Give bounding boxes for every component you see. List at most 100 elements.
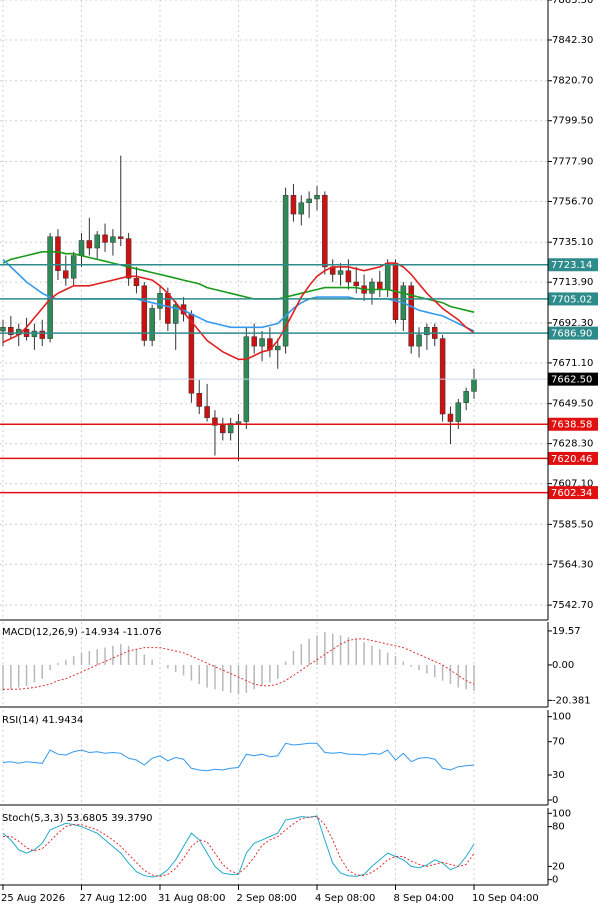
candle-body — [306, 198, 312, 204]
level-label: 7638.58 — [551, 420, 592, 431]
y-tick-label: 7585.50 — [552, 519, 593, 530]
x-tick-label: 10 Sep 04:00 — [472, 893, 539, 904]
y-tick-label: 0 — [552, 795, 558, 806]
y-tick-label: 7735.10 — [552, 237, 593, 248]
candle-body — [78, 240, 85, 256]
candle-body — [314, 194, 320, 200]
candle-body — [133, 277, 140, 287]
candle-body — [157, 293, 163, 309]
indicator-line — [2, 815, 475, 878]
level-label: 7602.34 — [551, 488, 592, 499]
y-tick-label: 19.57 — [552, 626, 581, 637]
candle-body — [212, 417, 218, 426]
candle-body — [384, 262, 391, 290]
panel-title: RSI(14) 41.9434 — [2, 715, 83, 726]
candle-body — [282, 194, 289, 347]
indicator-line — [3, 638, 475, 690]
candle-body — [424, 327, 430, 336]
candle-body — [471, 378, 477, 392]
candle-body — [345, 270, 352, 283]
candle-body — [94, 234, 100, 249]
candle-body — [31, 330, 38, 337]
x-tick-label: 27 Aug 12:00 — [80, 893, 147, 904]
indicator-line — [3, 816, 475, 877]
candle-body — [165, 293, 171, 324]
candle-body — [70, 255, 77, 279]
y-tick-label: 0.00 — [552, 660, 574, 671]
candle-body — [63, 270, 69, 279]
candle-body — [110, 236, 116, 243]
level-label: 7705.02 — [551, 294, 592, 305]
y-tick-label: 7777.90 — [552, 156, 593, 167]
candle-body — [0, 327, 6, 332]
panel-title: Stoch(5,3,3) 53.6805 39.3790 — [2, 813, 153, 824]
panel-title: MACD(12,26,9) -14.934 -11.076 — [2, 627, 162, 638]
candle-body — [337, 270, 344, 275]
candle-body — [196, 393, 202, 407]
candle-body — [125, 238, 132, 279]
y-tick-label: 7671.10 — [552, 358, 593, 369]
y-tick-label: 70 — [552, 737, 565, 748]
y-tick-label: 100 — [552, 808, 571, 819]
y-tick-label: 7542.70 — [552, 600, 593, 611]
candle-body — [141, 285, 148, 341]
panel — [2, 710, 475, 805]
candle-body — [377, 281, 383, 290]
x-tick-label: 8 Sep 04:00 — [394, 893, 454, 904]
y-tick-label: 7756.70 — [552, 196, 593, 207]
level-label: 7686.90 — [551, 329, 592, 340]
level-label: 7723.14 — [551, 260, 592, 271]
y-tick-label: 7863.50 — [552, 0, 593, 6]
candle-body — [172, 304, 179, 324]
candle-body — [47, 236, 53, 339]
y-tick-label: 7842.30 — [552, 35, 593, 46]
candle-body — [220, 425, 226, 434]
y-tick-label: -20.381 — [552, 695, 591, 706]
candle-body — [118, 236, 124, 239]
y-tick-label: 7628.30 — [552, 439, 593, 450]
candle-body — [369, 281, 375, 294]
y-tick-label: 20 — [552, 861, 565, 872]
candle-body — [188, 313, 195, 394]
candle-body — [416, 334, 422, 347]
y-tick-label: 80 — [552, 822, 565, 833]
y-tick-label: 7607.10 — [552, 479, 593, 490]
level-label-box — [548, 326, 598, 340]
candle-body — [463, 391, 469, 403]
candle-body — [298, 202, 305, 215]
y-tick-label: 7692.30 — [552, 318, 593, 329]
candle-body — [102, 234, 108, 243]
candle-body — [149, 308, 155, 341]
candle-body — [55, 236, 61, 271]
panel — [2, 808, 475, 885]
candle-body — [408, 285, 414, 347]
indicator-line — [2, 742, 475, 772]
indicator-line — [2, 262, 475, 361]
panel — [2, 622, 475, 707]
candle-body — [322, 194, 328, 268]
indicator-line — [2, 251, 475, 313]
level-label-box — [548, 258, 598, 272]
x-tick-label: 2 Sep 08:00 — [237, 893, 297, 904]
y-tick-label: 100 — [552, 712, 571, 723]
candle-body — [447, 413, 454, 422]
y-tick-label: 0 — [552, 875, 558, 886]
y-tick-label: 7799.50 — [552, 116, 593, 127]
level-label-box — [548, 451, 598, 465]
candle-body — [8, 327, 14, 336]
level-label-box — [548, 292, 598, 306]
level-label: 7662.50 — [551, 375, 592, 386]
candle-body — [455, 402, 462, 422]
level-label-box — [548, 486, 598, 500]
y-tick-label: 7713.90 — [552, 277, 593, 288]
level-label-box — [548, 372, 598, 386]
candle-body — [439, 338, 446, 415]
y-tick-label: 7820.70 — [552, 76, 593, 87]
candle-body — [86, 240, 93, 249]
candle-body — [259, 338, 265, 347]
candle-body — [39, 330, 45, 339]
y-tick-label: 30 — [552, 770, 565, 781]
candle-body — [275, 345, 281, 351]
